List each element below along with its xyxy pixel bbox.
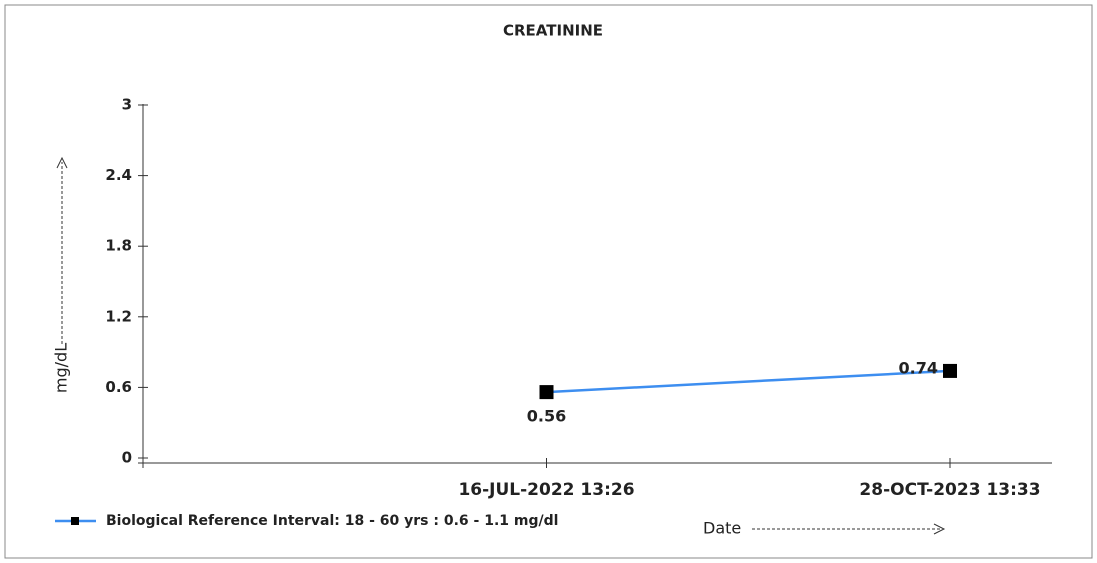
legend-label: Biological Reference Interval: 18 - 60 y… bbox=[106, 513, 558, 529]
y-tick-label: 3 bbox=[122, 96, 132, 114]
data-label: 0.74 bbox=[899, 358, 938, 377]
y-axis-arrowhead bbox=[56, 156, 68, 169]
x-axis-arrowhead bbox=[933, 523, 946, 535]
y-axis-title: mg/dL bbox=[52, 343, 71, 393]
x-tick-label: 28-OCT-2023 13:33 bbox=[859, 480, 1040, 500]
y-tick-label: 2.4 bbox=[105, 166, 132, 184]
point-marker bbox=[539, 385, 554, 400]
x-tick-label: 16-JUL-2022 13:26 bbox=[458, 480, 634, 500]
y-tick-label: 1.2 bbox=[105, 307, 132, 325]
data-label: 0.56 bbox=[527, 407, 566, 426]
legend-marker bbox=[71, 517, 79, 525]
x-axis-title: Date bbox=[703, 519, 741, 538]
y-tick-label: 0 bbox=[122, 449, 132, 467]
y-tick-label: 0.6 bbox=[105, 378, 132, 396]
frame bbox=[4, 4, 1093, 559]
chart-title: CREATININE bbox=[503, 22, 603, 40]
series-line bbox=[546, 369, 951, 394]
y-tick-label: 1.8 bbox=[105, 237, 132, 255]
point-marker bbox=[943, 363, 957, 378]
